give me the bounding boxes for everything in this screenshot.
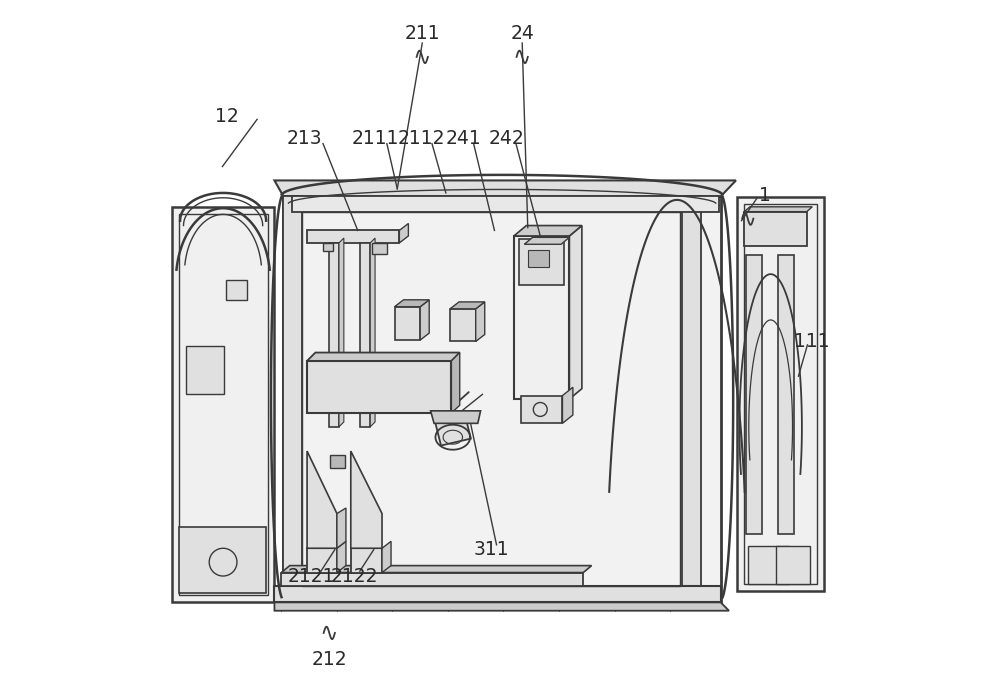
Text: 311: 311 (474, 540, 509, 559)
Text: 2121: 2121 (287, 566, 335, 586)
Bar (737, 197, 824, 591)
Bar (330, 455, 345, 468)
Polygon shape (281, 566, 592, 573)
Polygon shape (395, 300, 429, 307)
Bar (776, 546, 810, 584)
Polygon shape (744, 212, 807, 246)
Polygon shape (274, 586, 721, 602)
Polygon shape (351, 451, 382, 548)
Polygon shape (281, 573, 583, 586)
Polygon shape (451, 353, 460, 413)
Polygon shape (450, 302, 485, 309)
Polygon shape (370, 238, 375, 427)
Polygon shape (329, 243, 339, 427)
Polygon shape (307, 230, 399, 243)
Polygon shape (476, 302, 485, 341)
Bar (186, 346, 224, 394)
Bar (528, 250, 549, 267)
Polygon shape (399, 223, 408, 243)
Text: 213: 213 (286, 129, 322, 149)
Text: 211: 211 (404, 24, 440, 43)
Polygon shape (524, 237, 569, 244)
Polygon shape (569, 226, 582, 399)
Text: 2112: 2112 (397, 129, 445, 149)
Polygon shape (337, 541, 346, 573)
Polygon shape (521, 396, 562, 423)
Text: 241: 241 (445, 129, 481, 149)
Polygon shape (562, 387, 573, 423)
Polygon shape (435, 416, 471, 446)
Polygon shape (395, 307, 420, 340)
Text: 24: 24 (510, 24, 534, 43)
Polygon shape (274, 602, 729, 611)
Text: 111: 111 (794, 332, 830, 351)
Bar (283, 196, 721, 602)
Polygon shape (337, 508, 346, 548)
Circle shape (209, 548, 237, 576)
Polygon shape (382, 541, 391, 573)
Polygon shape (339, 238, 344, 427)
Polygon shape (450, 309, 476, 341)
Polygon shape (351, 548, 382, 573)
Polygon shape (682, 196, 701, 602)
Polygon shape (307, 361, 451, 413)
Polygon shape (274, 180, 736, 196)
Bar (179, 214, 268, 595)
Text: 2111: 2111 (351, 129, 399, 149)
Bar (302, 212, 680, 586)
Polygon shape (292, 196, 719, 212)
Polygon shape (360, 243, 370, 427)
Polygon shape (283, 196, 302, 602)
Polygon shape (519, 239, 564, 285)
Polygon shape (778, 255, 794, 534)
Polygon shape (744, 207, 812, 212)
Polygon shape (746, 255, 762, 534)
Polygon shape (307, 451, 337, 548)
Polygon shape (514, 236, 569, 399)
Bar (179, 527, 266, 593)
Polygon shape (420, 300, 429, 340)
Text: 242: 242 (489, 129, 525, 149)
Polygon shape (514, 226, 582, 236)
Bar (744, 204, 817, 584)
Polygon shape (307, 353, 460, 361)
Text: 12: 12 (215, 107, 239, 126)
Bar (748, 546, 789, 584)
Bar (172, 207, 274, 602)
Bar (372, 243, 387, 254)
Polygon shape (323, 243, 333, 251)
Bar (226, 280, 247, 300)
Polygon shape (307, 548, 337, 573)
Polygon shape (431, 411, 481, 423)
Text: 1: 1 (759, 186, 771, 205)
Text: 212: 212 (311, 650, 347, 669)
Text: 2122: 2122 (331, 566, 378, 586)
